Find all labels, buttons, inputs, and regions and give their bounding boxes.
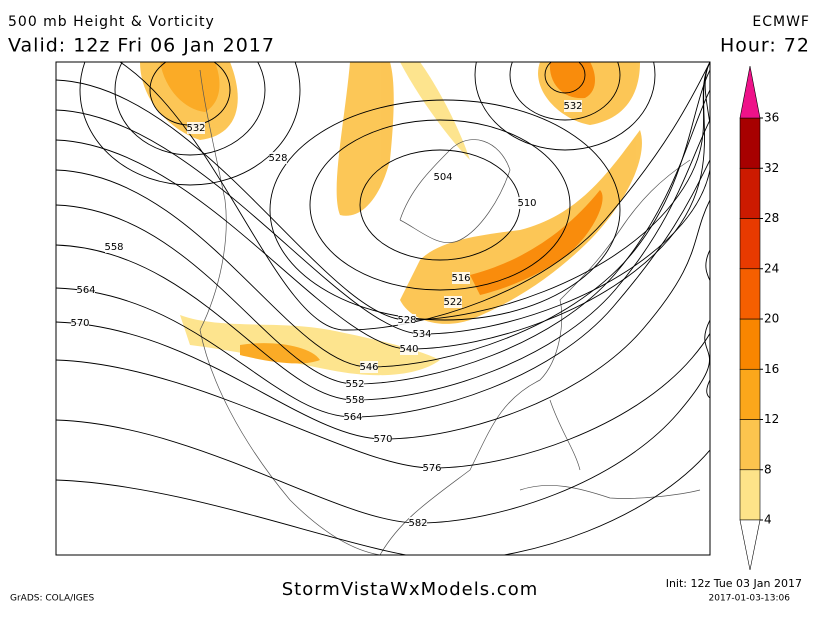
colorbar-label: 8 — [764, 462, 772, 476]
label-background — [346, 378, 364, 390]
contour-label: 510 — [517, 198, 536, 209]
contour-label: 558 — [345, 395, 364, 406]
colorbar-bin — [739, 167, 761, 219]
label-background — [452, 272, 470, 284]
label-background — [269, 152, 287, 164]
contour-line — [56, 249, 710, 469]
model: ECMWF — [752, 14, 810, 30]
contour-label: 564 — [76, 285, 95, 296]
forecast-hour: Hour: 72 — [720, 35, 810, 57]
coastlines — [199, 69, 701, 555]
contour-label: 534 — [412, 329, 431, 340]
label-background — [398, 314, 416, 326]
label-background — [187, 122, 205, 134]
colorbar-label: 32 — [764, 161, 779, 175]
contour-line — [56, 62, 710, 321]
contour-line — [309, 119, 571, 291]
label-background — [413, 328, 431, 340]
colorbar-bin — [739, 469, 761, 521]
contour-line — [56, 319, 710, 524]
label-background — [564, 100, 582, 112]
colorbar-bin — [739, 268, 761, 320]
label-background — [105, 241, 123, 253]
colorbar: 4 8 12 16 20 24 28 32 36 — [739, 65, 779, 571]
colorbar-bin — [739, 318, 761, 370]
colorbar-bin — [739, 419, 761, 471]
colorbar-bin — [739, 218, 761, 270]
map-frame — [55, 61, 711, 556]
map — [56, 62, 710, 555]
colorbar-under — [739, 519, 761, 571]
colorbar-label: 20 — [764, 312, 779, 326]
contour-label: 576 — [422, 463, 441, 474]
contour-line — [544, 62, 586, 94]
contour-line — [79, 62, 301, 186]
software-credit: GrADS: COLA/IGES — [10, 594, 94, 604]
contour-label: 532 — [186, 123, 205, 134]
contour-line — [509, 62, 621, 121]
colorbar-label: 36 — [764, 111, 779, 125]
colorbar-bin — [739, 117, 761, 169]
label-background — [444, 296, 462, 308]
site: StormVistaWxModels.com — [282, 579, 539, 600]
contour-label: 570 — [70, 318, 89, 329]
label-background — [71, 317, 89, 329]
contour-line — [56, 379, 710, 555]
label-background — [423, 462, 441, 474]
label-background — [518, 197, 536, 209]
contour-labels: 532 528 504 510 516 522 528 534 540 546 552 558 564 5… — [70, 100, 583, 529]
init-time: Init: 12z Tue 03 Jan 2017 — [666, 577, 802, 590]
contour-line — [56, 199, 710, 440]
contour-label: 540 — [399, 344, 418, 355]
contour-label: 522 — [443, 297, 462, 308]
colorbar-bin — [739, 368, 761, 420]
contour-label: 528 — [268, 153, 287, 164]
contour-label: 528 — [397, 315, 416, 326]
label-background — [344, 411, 362, 423]
contour-line — [56, 159, 710, 418]
contour-label: 546 — [359, 362, 378, 373]
contour-label: 504 — [433, 172, 452, 183]
contour-label: 582 — [408, 518, 427, 529]
contour-line — [56, 119, 710, 401]
label-background — [360, 361, 378, 373]
label-background — [409, 517, 427, 529]
colorbar-label: 24 — [764, 261, 779, 275]
label-background — [346, 394, 364, 406]
contour-line — [56, 62, 710, 335]
timestamp: 2017-01-03-13:06 — [709, 594, 791, 604]
contour-label: 516 — [451, 273, 470, 284]
label-background — [400, 343, 418, 355]
contour-line — [114, 62, 266, 156]
label-background — [434, 171, 452, 183]
contour-label: 570 — [373, 434, 392, 445]
title: 500 mb Height & Vorticity — [8, 14, 215, 30]
label-background — [374, 433, 392, 445]
contour-line — [269, 99, 621, 321]
contour-line — [56, 69, 710, 368]
contour-line — [474, 62, 656, 151]
colorbar-label: 12 — [764, 412, 779, 426]
label-background — [77, 284, 95, 296]
colorbar-over — [739, 65, 761, 119]
colorbar-label: 28 — [764, 211, 779, 225]
contour-label: 558 — [104, 242, 123, 253]
valid-time: Valid: 12z Fri 06 Jan 2017 — [8, 35, 275, 57]
colorbar-label: 16 — [764, 362, 779, 376]
contour-label: 552 — [345, 379, 364, 390]
contour-label: 532 — [563, 101, 582, 112]
contour-label: 564 — [343, 412, 362, 423]
colorbar-label: 4 — [764, 513, 772, 527]
contour-line — [56, 62, 710, 350]
contour-line — [56, 89, 710, 385]
